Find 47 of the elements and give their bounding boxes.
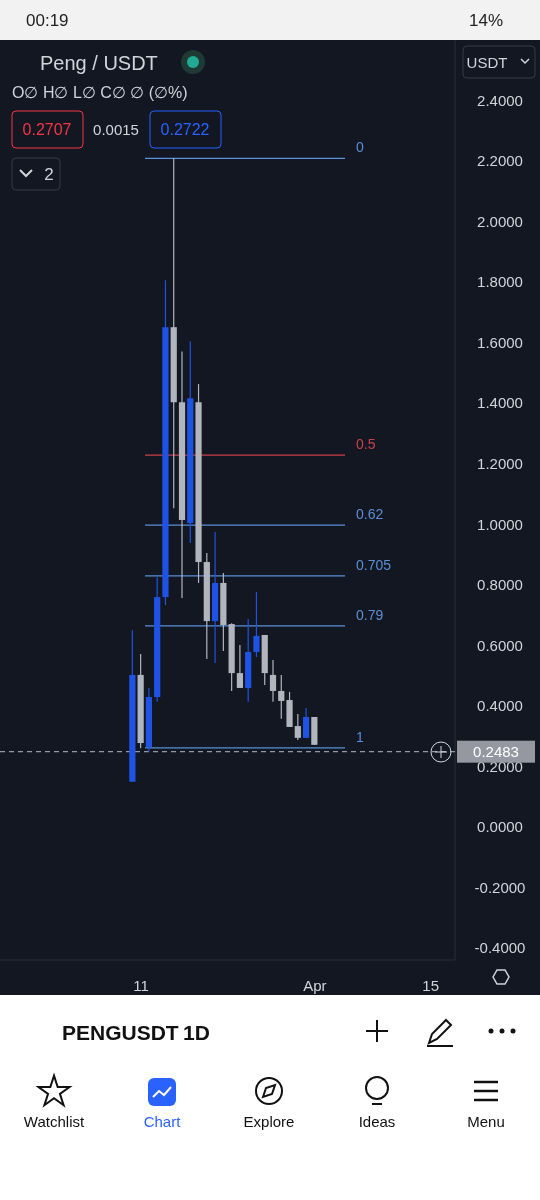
x-tick-label: Apr	[303, 976, 327, 994]
y-tick-label: 2.2000	[477, 152, 523, 170]
text: Watchlist	[23, 1113, 85, 1130]
text: Peng / USDT	[40, 52, 158, 74]
text: 1D	[183, 1021, 210, 1044]
annotation: 0.5	[356, 436, 376, 453]
y-tick-label: 0.4000	[477, 697, 523, 715]
y-tick-label: 0.8000	[477, 576, 523, 594]
annotation: 0.2707	[22, 121, 72, 138]
x-tick-label: 11	[133, 976, 149, 994]
annotation: 0.2722	[160, 121, 210, 138]
candlestick	[269, 659, 277, 703]
text: Explore	[243, 1113, 295, 1130]
y-tick-label: 1.6000	[477, 333, 523, 351]
y-tick-label: 0.2000	[477, 757, 523, 775]
y-tick-label: 1.0000	[477, 515, 523, 533]
y-tick-label: 1.2000	[477, 454, 523, 472]
candlestick	[278, 674, 285, 720]
text: Ideas	[358, 1113, 396, 1130]
annotation: 1	[356, 728, 364, 745]
y-tick-label: 2.0000	[477, 212, 523, 230]
ref-line-label: 0.2483	[473, 742, 519, 760]
y-tick-label: -0.4000	[474, 939, 526, 957]
annotation: 0.62	[356, 506, 384, 523]
text: Chart	[143, 1113, 182, 1130]
y-tick-label: 0.0000	[477, 818, 523, 836]
candlestick	[236, 644, 244, 689]
y-tick-label: 1.8000	[477, 273, 523, 291]
text: PENGUSDT	[62, 1021, 179, 1044]
y-tick-label: -0.2000	[474, 878, 526, 896]
text: 14%	[468, 11, 503, 30]
annotation: 0	[356, 139, 364, 156]
annotation: 0.79	[356, 606, 384, 623]
annotation: 0.0015	[93, 121, 139, 138]
candlestick	[253, 591, 260, 658]
text: USDT	[466, 54, 508, 71]
x-tick-label: 15	[422, 976, 440, 994]
text: 00:19	[26, 11, 69, 30]
text: Menu	[467, 1113, 505, 1130]
y-tick-label: 2.4000	[477, 91, 523, 109]
candlestick	[294, 713, 301, 741]
annotation: 0.705	[356, 556, 392, 573]
annotation: 2	[44, 165, 54, 184]
y-tick-label: 0.6000	[477, 636, 523, 654]
candlestick	[302, 707, 310, 739]
y-tick-label: 1.4000	[477, 394, 523, 412]
annotation: O∅ H∅ L∅ C∅ ∅ (∅%)	[12, 84, 188, 101]
